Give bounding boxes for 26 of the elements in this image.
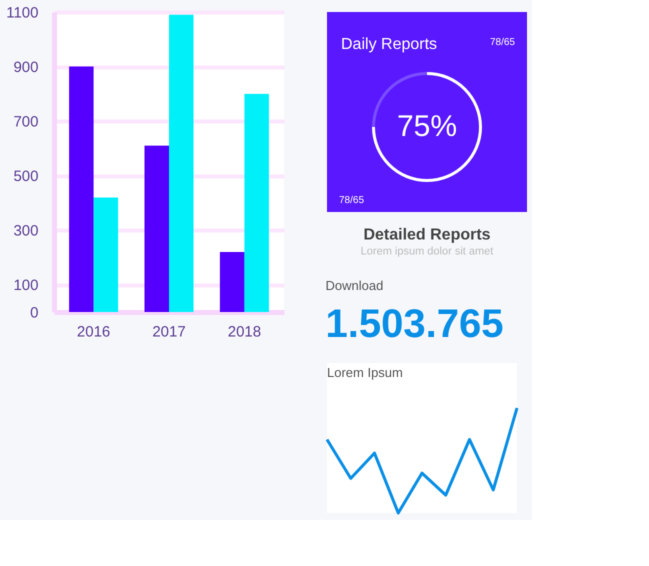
chart-subtitle: 1.503.765: [326, 302, 504, 346]
data-label: 75%: [396, 110, 458, 143]
bar: [244, 94, 269, 312]
bar: [94, 197, 118, 312]
y-tick-label: 1100: [6, 4, 38, 22]
y-tick-label: 0: [30, 304, 38, 322]
x-tick-label: 2016: [76, 324, 110, 340]
y-tick-label: 300: [13, 222, 38, 240]
x-tick-label: 2017: [152, 324, 186, 340]
bar: [144, 146, 169, 312]
bar: [220, 252, 244, 312]
text: Lorem ipsum dolor sit amet: [360, 245, 494, 258]
chart-title: Daily Reports: [341, 36, 438, 53]
y-tick-label: 700: [13, 114, 38, 131]
y-tick-label: 500: [13, 168, 38, 186]
bar: [69, 66, 94, 312]
donut-slice: [372, 72, 482, 182]
text: 78/65: [339, 195, 364, 206]
chart-title: Download: [326, 278, 384, 293]
text: Lorem Ipsum: [327, 365, 403, 380]
x-tick-label: 2018: [228, 324, 262, 340]
text: 78/65: [490, 37, 516, 48]
text: Detailed Reports: [363, 226, 491, 244]
y-tick-label: 100: [13, 277, 38, 294]
y-tick-label: 900: [13, 59, 38, 76]
bar: [169, 14, 194, 312]
